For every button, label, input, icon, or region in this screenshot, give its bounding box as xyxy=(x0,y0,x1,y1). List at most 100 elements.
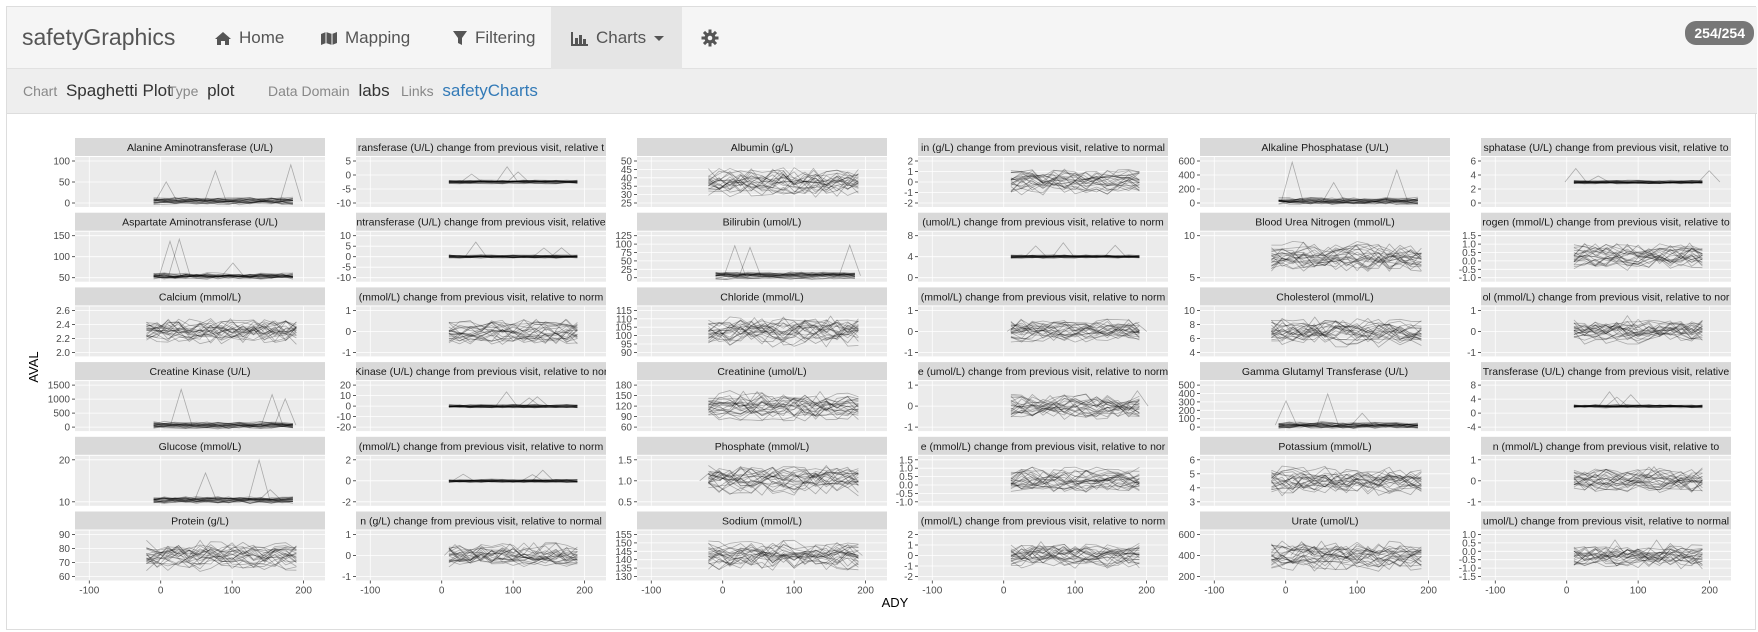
series-line xyxy=(708,408,859,422)
series-line xyxy=(1010,472,1140,486)
tick-label-y: 1 xyxy=(1470,455,1476,466)
series-line xyxy=(1573,553,1703,567)
series-line-outlier xyxy=(768,170,791,183)
series-line xyxy=(1573,180,1703,183)
tick-label-y: 40 xyxy=(621,173,633,184)
series-line xyxy=(1271,544,1422,561)
series-line-outlier xyxy=(518,397,541,407)
facet-strip xyxy=(637,362,887,381)
series-line xyxy=(1573,480,1703,493)
series-line xyxy=(1271,256,1422,272)
series-line-outlier xyxy=(1603,539,1627,556)
series-line xyxy=(1573,243,1703,258)
panel-background xyxy=(1200,157,1450,207)
facet-strip xyxy=(356,212,606,231)
nav-filtering[interactable]: Filtering xyxy=(440,7,547,69)
series-line xyxy=(448,404,578,407)
series-line xyxy=(1271,318,1422,333)
series-line xyxy=(1010,169,1140,182)
series-line xyxy=(448,546,578,561)
series-line xyxy=(153,424,293,429)
facet-strip xyxy=(918,362,1168,381)
series-line xyxy=(448,405,578,408)
series-line xyxy=(153,498,293,503)
series-line xyxy=(1573,328,1703,342)
tick-label-y: 0 xyxy=(907,327,913,338)
tick-label-y: 500 xyxy=(1178,381,1195,392)
brand-title[interactable]: safetyGraphics xyxy=(22,24,176,50)
series-line xyxy=(448,479,578,483)
facet-title: Gamma Glutamyl Transferase (U/L) xyxy=(1242,366,1408,378)
series-line xyxy=(1573,179,1703,183)
series-line xyxy=(1271,544,1422,562)
tick-label-y: 0.5 xyxy=(1462,248,1476,259)
series-line-outlier xyxy=(247,458,271,500)
series-line xyxy=(448,480,578,483)
tick-label-y: -10 xyxy=(337,199,352,210)
safetycharts-link[interactable]: safetyCharts xyxy=(442,81,538,100)
series-line xyxy=(448,404,578,408)
series-line xyxy=(708,480,859,495)
series-line xyxy=(448,321,578,335)
series-line xyxy=(1271,324,1422,340)
series-line xyxy=(1010,171,1140,185)
facet-title: Alkaline Phosphatase (U/L) xyxy=(1261,142,1388,154)
series-line xyxy=(1271,476,1422,492)
series-line xyxy=(448,549,578,563)
series-line xyxy=(1573,322,1703,337)
tick-label-y: 0.5 xyxy=(1462,538,1476,549)
series-line xyxy=(448,330,578,344)
tick-label-y: 25 xyxy=(621,199,633,210)
series-line xyxy=(1010,545,1140,558)
tick-label-x: 100 xyxy=(786,586,803,597)
tick-label-y: 1 xyxy=(907,167,913,178)
tick-label-y: 1500 xyxy=(48,381,71,392)
series-line xyxy=(448,404,578,407)
series-line xyxy=(1271,465,1422,482)
panel-background xyxy=(1200,306,1450,357)
series-line xyxy=(708,179,859,194)
series-line-outlier xyxy=(1295,324,1318,332)
series-line-outlier xyxy=(808,390,832,407)
series-line xyxy=(1010,393,1140,409)
info-links-label: Links xyxy=(401,83,434,99)
series-line xyxy=(708,178,859,194)
series-line xyxy=(1010,327,1140,340)
series-line xyxy=(1271,325,1422,342)
tick-label-y: 1.5 xyxy=(1462,231,1476,242)
series-line xyxy=(1573,242,1703,258)
series-line xyxy=(708,318,859,333)
facet-panel: ntransferase (U/L) change from previous … xyxy=(337,212,606,284)
series-line xyxy=(1010,547,1140,560)
panel-background xyxy=(637,157,887,207)
series-line xyxy=(153,423,293,429)
series-line xyxy=(708,168,859,184)
filter-icon xyxy=(453,31,467,45)
series-line xyxy=(153,200,293,205)
nav-mapping[interactable]: Mapping xyxy=(308,7,422,69)
series-line xyxy=(1271,325,1422,341)
nav-charts[interactable]: Charts xyxy=(551,7,682,69)
series-line xyxy=(1573,181,1703,184)
series-line xyxy=(1271,323,1422,340)
series-lines xyxy=(1010,540,1140,569)
series-line xyxy=(153,421,293,427)
series-line xyxy=(153,196,293,202)
series-line xyxy=(708,546,859,564)
series-line xyxy=(153,199,293,205)
series-line xyxy=(715,272,855,277)
series-line xyxy=(153,197,294,202)
series-line xyxy=(1573,404,1703,408)
series-line-outlier xyxy=(1564,167,1587,183)
series-line xyxy=(1271,468,1422,485)
series-line xyxy=(448,179,578,183)
series-line xyxy=(448,181,578,185)
settings-button[interactable] xyxy=(689,7,738,69)
series-line xyxy=(153,273,293,278)
series-line xyxy=(146,330,297,345)
series-line-outlier xyxy=(531,469,554,482)
series-line-outlier xyxy=(260,393,284,426)
tick-label-y: 400 xyxy=(1178,389,1195,400)
facet-strip xyxy=(918,436,1168,455)
nav-home[interactable]: Home xyxy=(202,7,296,69)
